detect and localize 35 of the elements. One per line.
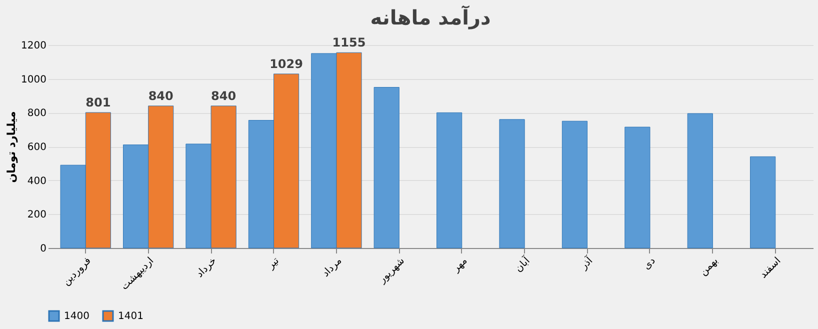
y-tick-label: 1200 — [21, 40, 46, 52]
data-label: 840 — [148, 88, 174, 103]
legend-label: 1400 — [64, 311, 90, 322]
y-tick-label: 200 — [27, 210, 46, 221]
bar — [562, 120, 588, 248]
bar — [750, 156, 776, 248]
x-tick-label: فروردین — [61, 255, 94, 288]
y-tick-label: 600 — [27, 142, 46, 153]
bar — [624, 126, 650, 248]
bar — [374, 87, 400, 248]
bar — [499, 119, 525, 248]
x-tick-label: اسفند — [758, 256, 784, 281]
bar — [436, 112, 462, 248]
y-axis-title: میلیارد تومان — [5, 111, 18, 183]
x-tick-label: تیر — [265, 255, 282, 272]
data-label: 801 — [86, 95, 111, 110]
data-label: 840 — [211, 88, 236, 103]
y-tick-label: 800 — [27, 108, 46, 120]
x-tick-label: شهریور — [376, 256, 407, 286]
data-label: 1155 — [332, 36, 366, 50]
x-tick-label: مهر — [450, 256, 470, 275]
chart-title: درآمد ماهانه — [370, 4, 491, 30]
x-tick-label: دی — [641, 256, 658, 272]
data-label: 1029 — [270, 56, 303, 71]
y-tick-label: 0 — [40, 244, 46, 254]
y-tick-label: 1000 — [21, 74, 46, 86]
legend-label: 1401 — [118, 311, 144, 322]
x-tick-label: مرداد — [320, 256, 344, 280]
x-tick-label: بهمن — [698, 256, 720, 278]
x-tick-label: آبان — [512, 253, 534, 275]
x-tick-label: خرداد — [194, 256, 219, 280]
y-tick-label: 400 — [27, 176, 46, 187]
bar — [687, 113, 713, 248]
x-tick-label: آذر — [576, 253, 596, 273]
x-tick-label: اردیبهشت — [119, 256, 156, 292]
